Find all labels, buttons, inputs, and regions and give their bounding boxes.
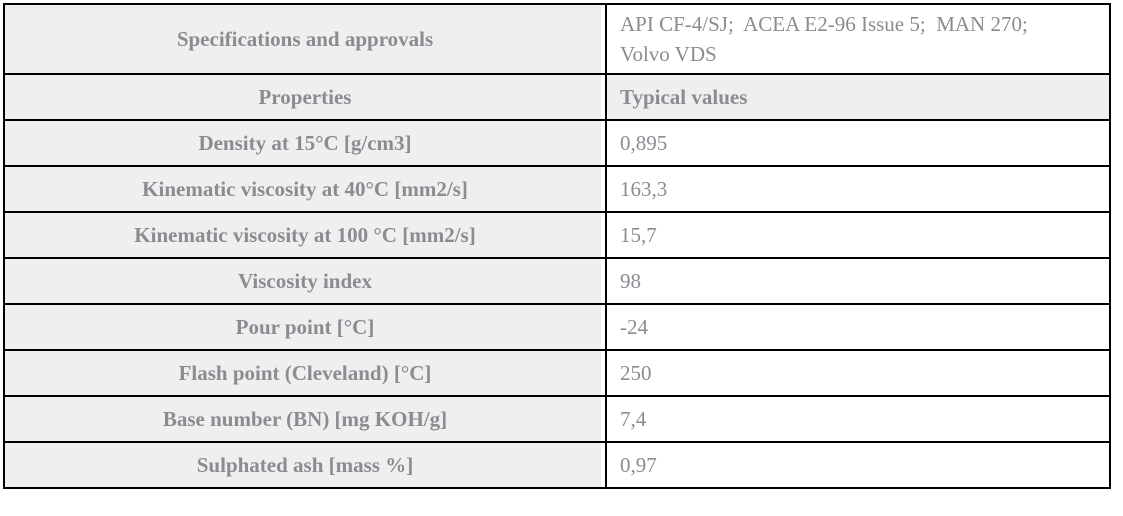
property-value: 250 xyxy=(605,349,1111,397)
property-label: Base number (BN) [mg KOH/g] xyxy=(3,395,607,443)
table-row-viscosity-100: Kinematic viscosity at 100 °C [mm2/s] 15… xyxy=(3,211,1111,259)
table-row-specifications: Specifications and approvals API CF-4/SJ… xyxy=(3,3,1111,75)
property-label: Viscosity index xyxy=(3,257,607,305)
table-row-flash-point: Flash point (Cleveland) [°C] 250 xyxy=(3,349,1111,397)
specifications-approvals-value: API CF-4/SJ; ACEA E2-96 Issue 5; MAN 270… xyxy=(605,3,1111,75)
table-row-density: Density at 15°C [g/cm3] 0,895 xyxy=(3,119,1111,167)
spec-sheet: Specifications and approvals API CF-4/SJ… xyxy=(3,3,1111,489)
property-value: -24 xyxy=(605,303,1111,351)
property-label: Pour point [°C] xyxy=(3,303,607,351)
specifications-approvals-label: Specifications and approvals xyxy=(3,3,607,75)
property-label: Sulphated ash [mass %] xyxy=(3,441,607,489)
property-value: 163,3 xyxy=(605,165,1111,213)
typical-values-column-header: Typical values xyxy=(605,73,1111,121)
table-row-pour-point: Pour point [°C] -24 xyxy=(3,303,1111,351)
property-label: Flash point (Cleveland) [°C] xyxy=(3,349,607,397)
table-row-base-number: Base number (BN) [mg KOH/g] 7,4 xyxy=(3,395,1111,443)
specifications-table: Specifications and approvals API CF-4/SJ… xyxy=(3,3,1111,489)
property-value: 0,97 xyxy=(605,441,1111,489)
table-row-sulphated-ash: Sulphated ash [mass %] 0,97 xyxy=(3,441,1111,489)
table-header-row: Properties Typical values xyxy=(3,73,1111,121)
property-value: 7,4 xyxy=(605,395,1111,443)
property-value: 0,895 xyxy=(605,119,1111,167)
property-label: Density at 15°C [g/cm3] xyxy=(3,119,607,167)
table-row-viscosity-40: Kinematic viscosity at 40°C [mm2/s] 163,… xyxy=(3,165,1111,213)
properties-column-header: Properties xyxy=(3,73,607,121)
property-label: Kinematic viscosity at 40°C [mm2/s] xyxy=(3,165,607,213)
table-row-viscosity-index: Viscosity index 98 xyxy=(3,257,1111,305)
property-value: 98 xyxy=(605,257,1111,305)
property-value: 15,7 xyxy=(605,211,1111,259)
property-label: Kinematic viscosity at 100 °C [mm2/s] xyxy=(3,211,607,259)
